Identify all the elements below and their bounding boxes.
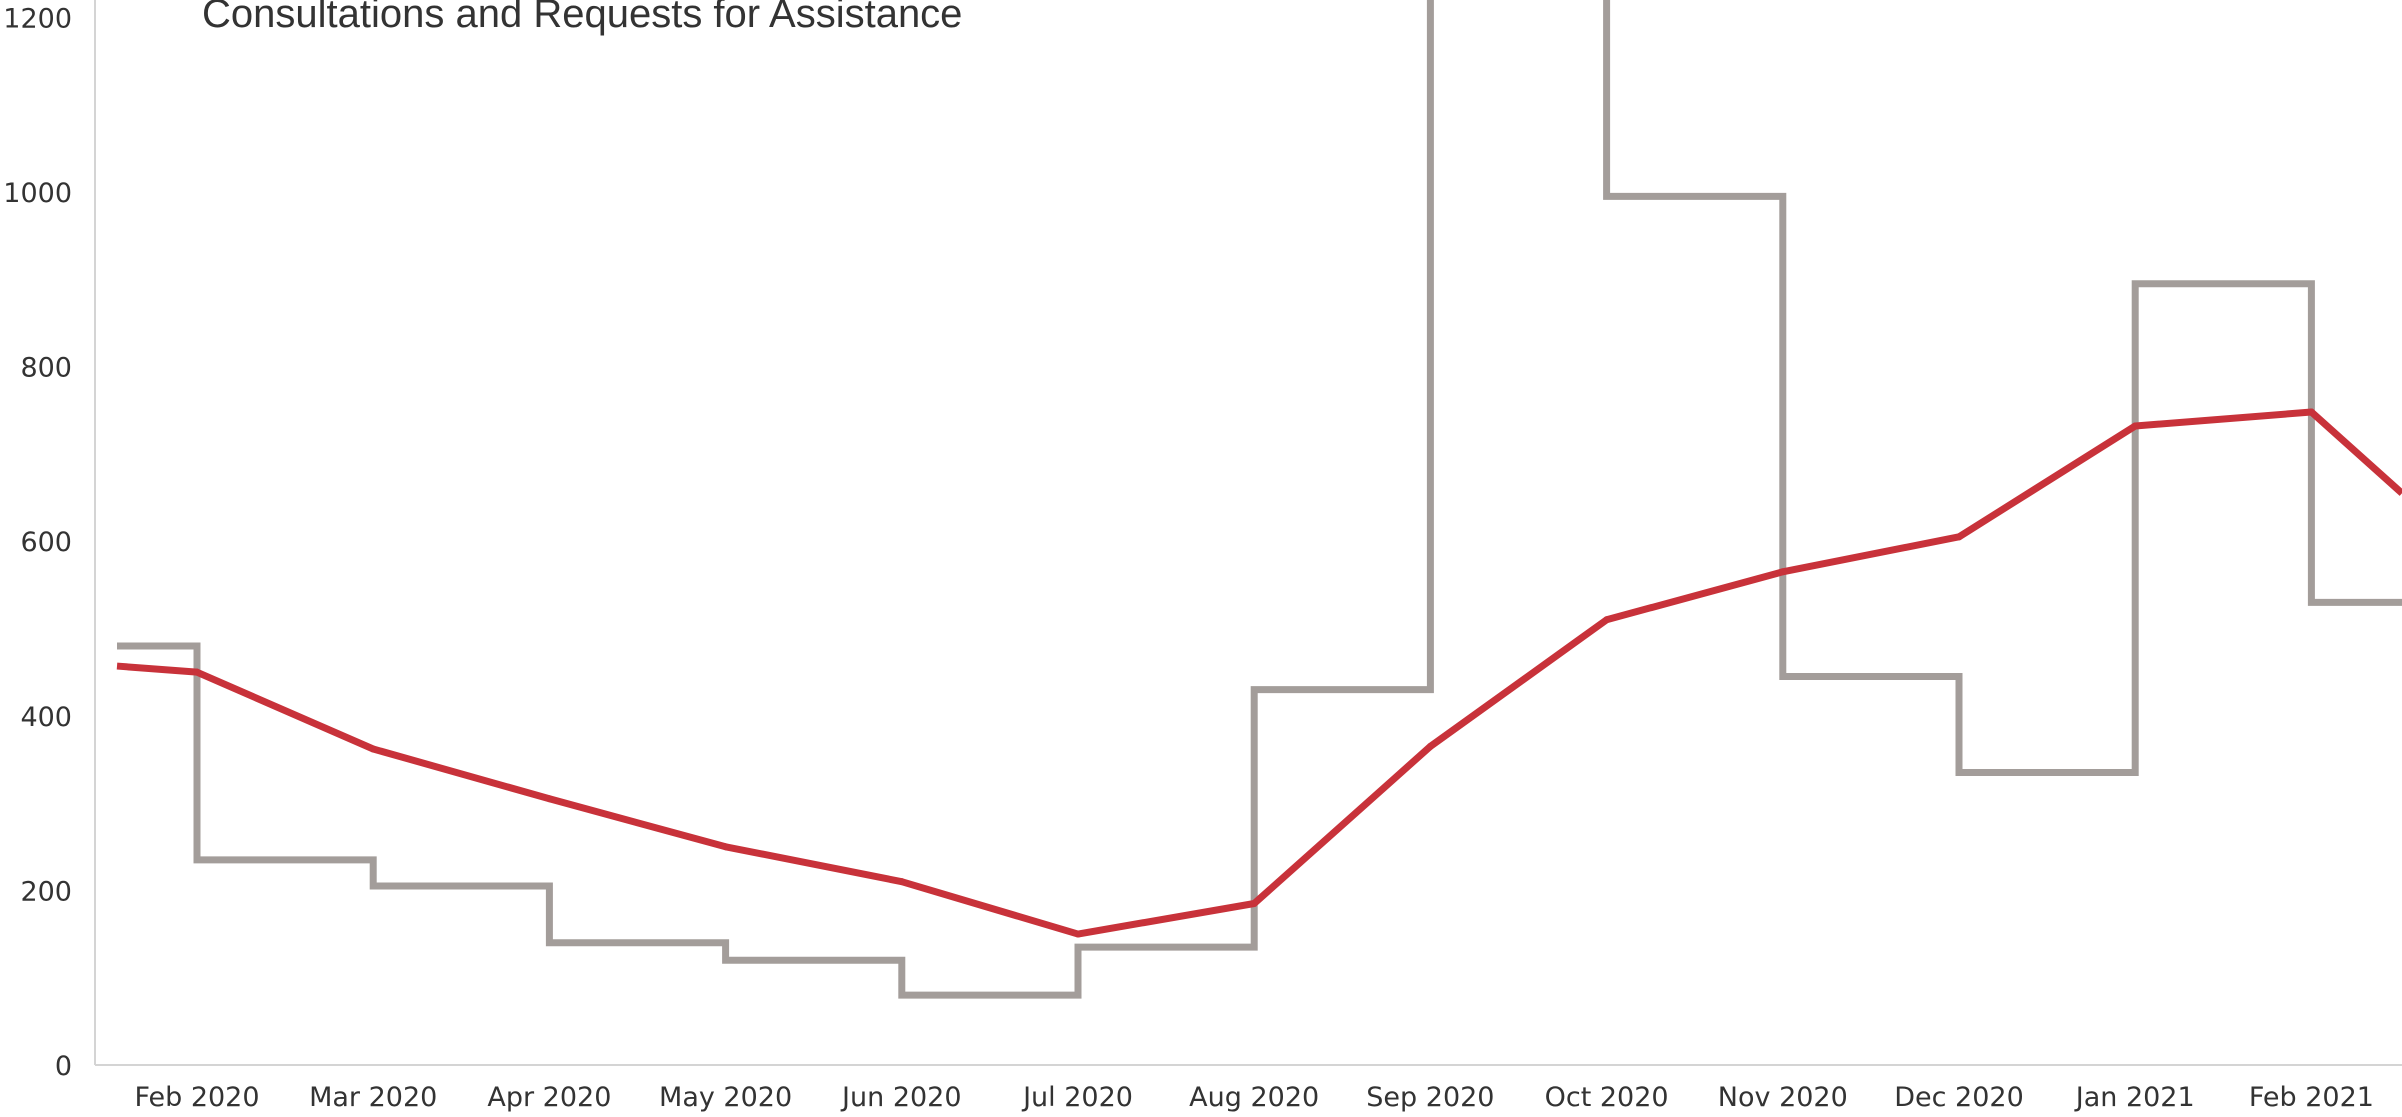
trend-point: [722, 843, 730, 851]
trend-point: [1779, 568, 1787, 576]
x-tick-label: Nov 2020: [1718, 1082, 1848, 1113]
y-tick-label: 1200: [3, 3, 72, 34]
x-tick-label: Dec 2020: [1894, 1082, 2024, 1113]
trend-point: [545, 795, 553, 803]
trend-point: [369, 745, 377, 753]
x-axis-ticks: Feb 2020 Mar 2020 Apr 2020 May 2020 Jun 2020…: [134, 1082, 2374, 1113]
axes: [94, 0, 2402, 1066]
step-series-line: [117, 0, 2402, 999]
trend-point: [1603, 616, 1611, 624]
y-tick-label: 800: [20, 353, 72, 384]
x-tick-label: Feb 2020: [134, 1082, 259, 1113]
x-tick-label: Jul 2020: [1021, 1082, 1133, 1113]
x-tick-label: Feb 2021: [2249, 1082, 2374, 1113]
x-tick-label: Oct 2020: [1545, 1082, 1669, 1113]
trend-point: [2131, 422, 2139, 430]
x-tick-label: Jun 2020: [840, 1082, 961, 1113]
y-tick-label: 400: [20, 702, 72, 733]
trend-point: [1426, 742, 1434, 750]
trend-point: [1074, 930, 1082, 938]
trend-point: [1955, 533, 1963, 541]
y-axis-ticks: 0 200 400 600 800 1000 1200: [3, 3, 72, 1082]
trend-series-line: [116, 408, 2402, 938]
trend-point: [2307, 408, 2315, 416]
x-tick-label: Mar 2020: [309, 1082, 437, 1113]
series-group: [116, 0, 2402, 999]
x-tick-label: Aug 2020: [1189, 1082, 1319, 1113]
trend-point: [898, 878, 906, 886]
y-tick-label: 0: [55, 1051, 72, 1082]
x-tick-label: Sep 2020: [1366, 1082, 1494, 1113]
x-tick-label: Apr 2020: [487, 1082, 611, 1113]
trend-point: [193, 668, 201, 676]
x-tick-label: May 2020: [659, 1082, 792, 1113]
chart-title: Consultations and Requests for Assistanc…: [202, 0, 962, 36]
x-tick-label: Jan 2021: [2074, 1082, 2195, 1113]
trend-point: [1250, 900, 1258, 908]
y-tick-label: 600: [20, 527, 72, 558]
y-tick-label: 200: [20, 876, 72, 907]
y-tick-label: 1000: [3, 178, 72, 209]
